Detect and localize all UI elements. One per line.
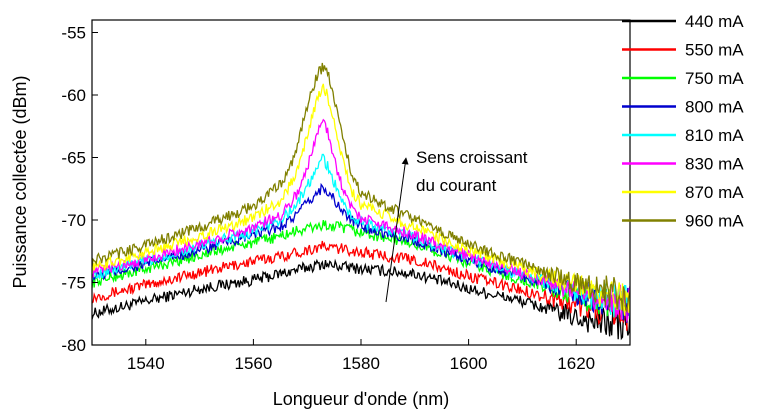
series-line (92, 240, 630, 331)
legend-label: 830 mA (685, 155, 744, 174)
annotation-arrow (385, 157, 409, 303)
x-tick-label: 1540 (127, 354, 165, 373)
y-axis-title: Puissance collectée (dBm) (10, 75, 30, 288)
legend-label: 960 mA (685, 212, 744, 231)
x-axis-title: Longueur d'onde (nm) (273, 389, 450, 409)
x-tick-label: 1560 (234, 354, 272, 373)
y-tick-label: -55 (61, 24, 86, 43)
legend-label: 870 mA (685, 183, 744, 202)
legend-label: 550 mA (685, 41, 744, 60)
y-tick-label: -65 (61, 149, 86, 168)
x-tick-label: 1580 (342, 354, 380, 373)
legend-label: 810 mA (685, 126, 744, 145)
series-layer (92, 62, 630, 341)
annotation-line1: Sens croissant (416, 148, 528, 167)
x-tick-label: 1620 (557, 354, 595, 373)
annotation: Sens croissant du courant (385, 148, 528, 303)
series-line (92, 258, 630, 341)
series-line (92, 153, 630, 319)
series-line (92, 83, 630, 316)
y-tick-label: -60 (61, 86, 86, 105)
series-line (92, 62, 630, 314)
annotation-line2: du courant (416, 176, 497, 195)
legend-label: 440 mA (685, 12, 744, 31)
y-tick-label: -75 (61, 274, 86, 293)
legend: 440 mA 550 mA 750 mA 800 mA 810 mA 830 mA 870 … (622, 12, 744, 231)
x-tick-label: 1600 (450, 354, 488, 373)
y-tick-label: -80 (61, 336, 86, 355)
axis-ticks: 1540 1560 1580 1600 1620 -80 -75 -70 -65 -60 -55 (61, 24, 595, 374)
y-tick-label: -70 (61, 211, 86, 230)
legend-label: 750 mA (685, 69, 744, 88)
legend-label: 800 mA (685, 98, 744, 117)
